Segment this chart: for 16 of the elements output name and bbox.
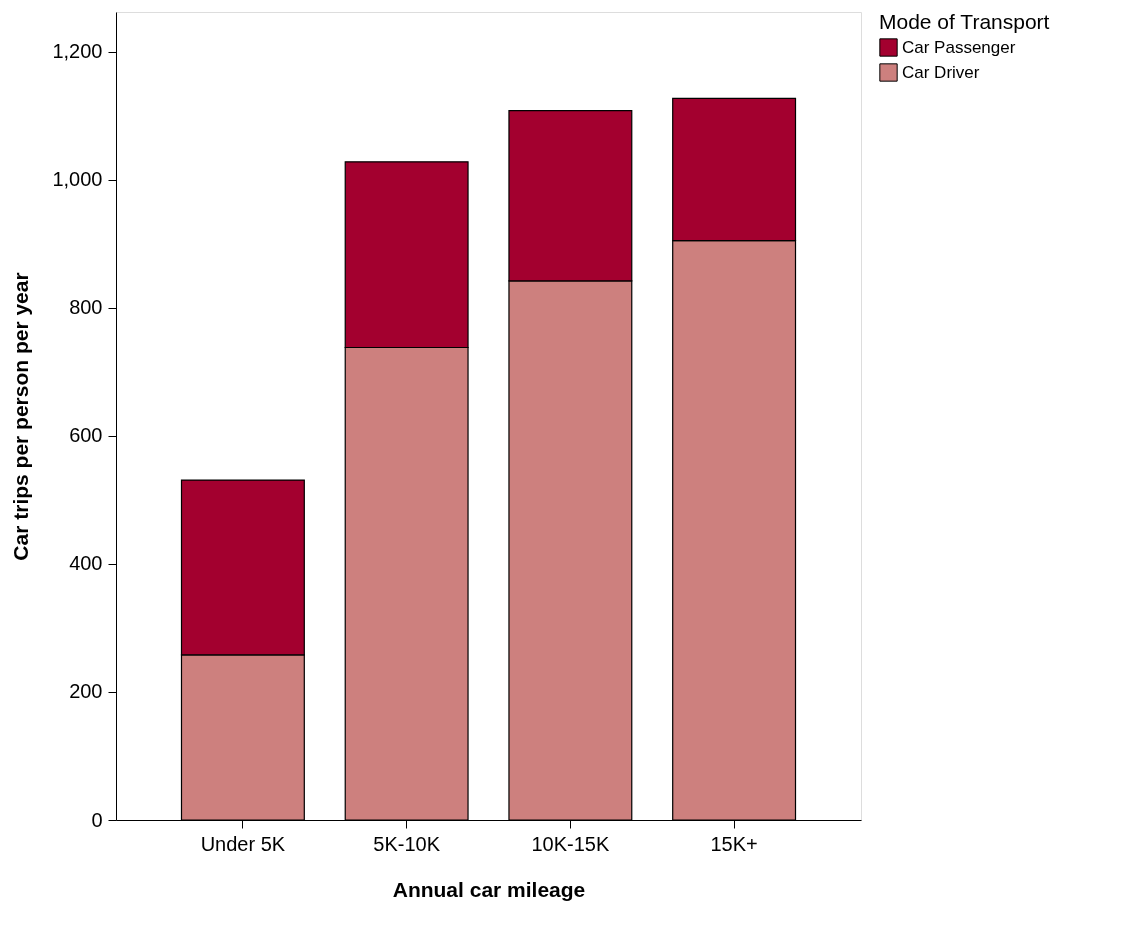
x-tick-label: Under 5K	[200, 832, 286, 855]
y-tick-label: 200	[69, 680, 103, 703]
x-axis-title: Annual car mileage	[392, 877, 586, 901]
y-tick-label: 400	[69, 552, 103, 575]
x-tick-label: 5K-10K	[373, 832, 441, 855]
y-tick-label: 1,000	[52, 168, 103, 191]
x-tick-label: 15K+	[710, 832, 758, 855]
y-tick-label: 1,200	[52, 40, 103, 63]
x-tick-label: 10K-15K	[531, 832, 610, 855]
y-tick-label: 600	[69, 424, 103, 447]
legend-label: Car Passenger	[902, 37, 1016, 57]
y-tick-label: 0	[91, 808, 103, 831]
y-tick-label: 800	[69, 296, 103, 319]
y-axis-title: Car trips per person per year	[9, 272, 33, 561]
legend-title: Mode of Transport	[879, 10, 1050, 33]
legend-label: Car Driver	[902, 62, 980, 82]
